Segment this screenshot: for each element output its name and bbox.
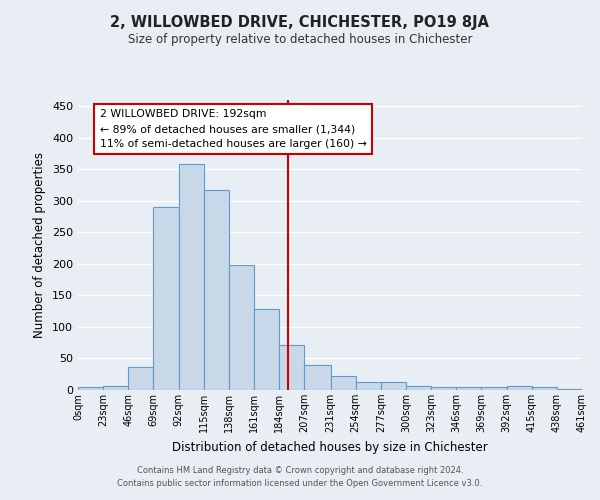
- Bar: [481, 388, 506, 390]
- Bar: [506, 386, 532, 390]
- Bar: [279, 344, 304, 390]
- Bar: [78, 388, 103, 390]
- Bar: [204, 190, 229, 390]
- Y-axis label: Number of detached properties: Number of detached properties: [34, 152, 46, 338]
- Text: Contains HM Land Registry data © Crown copyright and database right 2024.
Contai: Contains HM Land Registry data © Crown c…: [118, 466, 482, 487]
- Bar: [304, 365, 331, 390]
- Bar: [381, 382, 406, 390]
- Bar: [532, 387, 557, 390]
- Bar: [431, 388, 456, 390]
- Bar: [154, 207, 179, 390]
- Bar: [406, 386, 431, 390]
- Text: 2 WILLOWBED DRIVE: 192sqm
← 89% of detached houses are smaller (1,344)
11% of se: 2 WILLOWBED DRIVE: 192sqm ← 89% of detac…: [100, 110, 367, 149]
- Text: 2, WILLOWBED DRIVE, CHICHESTER, PO19 8JA: 2, WILLOWBED DRIVE, CHICHESTER, PO19 8JA: [110, 15, 490, 30]
- Bar: [456, 388, 481, 390]
- Text: Size of property relative to detached houses in Chichester: Size of property relative to detached ho…: [128, 32, 472, 46]
- Bar: [103, 386, 128, 390]
- X-axis label: Distribution of detached houses by size in Chichester: Distribution of detached houses by size …: [172, 440, 488, 454]
- Bar: [229, 264, 254, 390]
- Bar: [128, 368, 154, 390]
- Bar: [254, 308, 279, 390]
- Bar: [331, 376, 356, 390]
- Bar: [557, 388, 582, 390]
- Bar: [356, 382, 381, 390]
- Bar: [179, 164, 204, 390]
